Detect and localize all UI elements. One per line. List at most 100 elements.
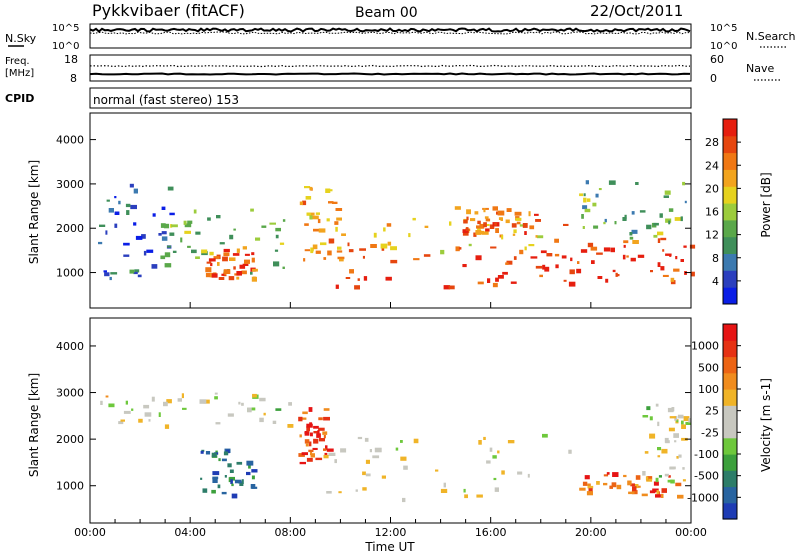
velocity-echo-cell: [653, 481, 659, 486]
velocity-echo-cell: [221, 491, 227, 495]
velocity-echo-cell: [584, 475, 590, 480]
power-echo-cell: [569, 269, 575, 275]
power-echo-cell: [498, 217, 503, 220]
power-echo-cell: [104, 272, 110, 277]
power-echo-cell: [462, 264, 467, 268]
power-echo-cell: [242, 263, 249, 266]
nsearch-label: N.Search: [746, 30, 796, 43]
velocity-echo-cell: [200, 477, 203, 480]
power-echo-cell: [659, 213, 663, 218]
velocity-echo-cell: [657, 421, 660, 427]
power-colorbar-tick-label: 12: [705, 229, 719, 242]
power-echo-cell: [673, 268, 680, 272]
power-echo-cell: [308, 212, 311, 216]
velocity-echo-cell: [658, 475, 662, 478]
power-echo-cell: [529, 225, 535, 230]
velocity-echo-cell: [249, 407, 256, 411]
nave-trace: [89, 64, 691, 68]
power-echo-cell: [689, 244, 696, 249]
figure-title: Pykkvibaer (fitACF): [92, 1, 245, 20]
power-echo-cell: [123, 254, 130, 257]
power-echo-cell: [151, 264, 158, 269]
power-echo-cell: [568, 281, 576, 287]
power-echo-cell: [664, 190, 671, 195]
power-echo-cell: [348, 249, 354, 253]
velocity-echo-cell: [631, 490, 638, 495]
power-echo-cell: [250, 208, 254, 212]
velocity-echo-cell: [645, 476, 648, 480]
velocity-echo-cell: [357, 436, 363, 440]
power-echo-cell: [103, 270, 107, 273]
power-echo-cell: [229, 257, 236, 261]
power-echo-cell: [386, 223, 392, 227]
velocity-echo-cell: [252, 393, 257, 398]
power-echo-cell: [385, 276, 392, 281]
power-echo-cell: [160, 255, 166, 260]
velocity-echo-cell: [674, 440, 677, 443]
velocity-echo-cell: [676, 420, 679, 423]
velocity-panel-frame: [89, 317, 692, 524]
power-echo-cell: [109, 276, 112, 281]
velocity-echo-cell: [497, 450, 500, 454]
velocity-echo-cell: [120, 419, 125, 422]
power-echo-cell: [595, 193, 599, 198]
power-echo-cell: [337, 246, 342, 250]
velocity-echo-cell: [230, 479, 233, 484]
power-echo-cell: [332, 201, 338, 204]
power-echo-cell: [511, 223, 517, 228]
velocity-echo-cell: [246, 460, 254, 466]
velocity-echo-cell: [464, 494, 468, 499]
velocity-echo-cell: [307, 427, 310, 432]
velocity-echo-cell: [301, 452, 308, 456]
power-echo-cell: [487, 278, 491, 283]
velocity-echo-cell: [310, 453, 315, 458]
power-echo-cell: [282, 219, 286, 222]
power-echo-cell: [239, 264, 246, 269]
power-echo-cell: [505, 262, 509, 265]
power-echo-cell: [320, 242, 327, 246]
velocity-echo-cell: [125, 400, 128, 405]
power-echo-cell: [555, 264, 559, 269]
velocity-echo-cell: [164, 424, 170, 429]
power-echo-cell: [207, 217, 211, 221]
velocity-echo-cell: [642, 415, 649, 418]
velocity-echo-cell: [300, 417, 307, 420]
power-echo-cell: [160, 223, 166, 228]
power-echo-cell: [317, 218, 321, 224]
x-tick-label: 04:00: [174, 526, 206, 539]
power-echo-cell: [236, 248, 240, 253]
power-echo-cell: [561, 255, 567, 259]
power-echo-cell: [184, 223, 192, 228]
velocity-echo-cell: [138, 418, 143, 423]
velocity-echo-cell: [148, 419, 151, 422]
power-echo-cell: [614, 221, 617, 225]
power-echo-cell: [216, 215, 221, 219]
power-echo-cell: [650, 270, 653, 273]
power-echo-cell: [513, 256, 517, 260]
velocity-echo-cell: [682, 479, 686, 482]
power-echo-cell: [363, 276, 368, 281]
velocity-echo-cell: [310, 451, 312, 456]
velocity-colorbar-segment: [723, 454, 737, 471]
power-echo-cell: [325, 188, 331, 193]
power-echo-cell: [423, 254, 431, 257]
power-echo-cell: [133, 188, 138, 194]
power-echo-cell: [631, 211, 635, 215]
power-echo-cell: [680, 216, 683, 222]
velocity-echo-cell: [632, 486, 637, 491]
power-echo-cell: [187, 220, 193, 224]
power-echo-cell: [519, 224, 525, 227]
power-colorbar-tick-label: 4: [712, 275, 719, 288]
power-echo-cell: [522, 223, 528, 228]
velocity-colorbar-segment: [723, 324, 737, 341]
power-echo-cell: [183, 220, 187, 225]
velocity-echo-cell: [440, 488, 448, 493]
power-echo-cell: [172, 250, 177, 253]
power-echo-cell: [334, 221, 339, 225]
power-echo-cell: [598, 188, 602, 191]
velocity-echo-cell: [586, 491, 593, 496]
velocity-ytick-label: 2000: [56, 433, 84, 446]
velocity-colorbar-label: Velocity [m s-1]: [759, 378, 773, 472]
power-echo-cell: [481, 231, 489, 235]
power-echo-cell: [690, 271, 695, 277]
